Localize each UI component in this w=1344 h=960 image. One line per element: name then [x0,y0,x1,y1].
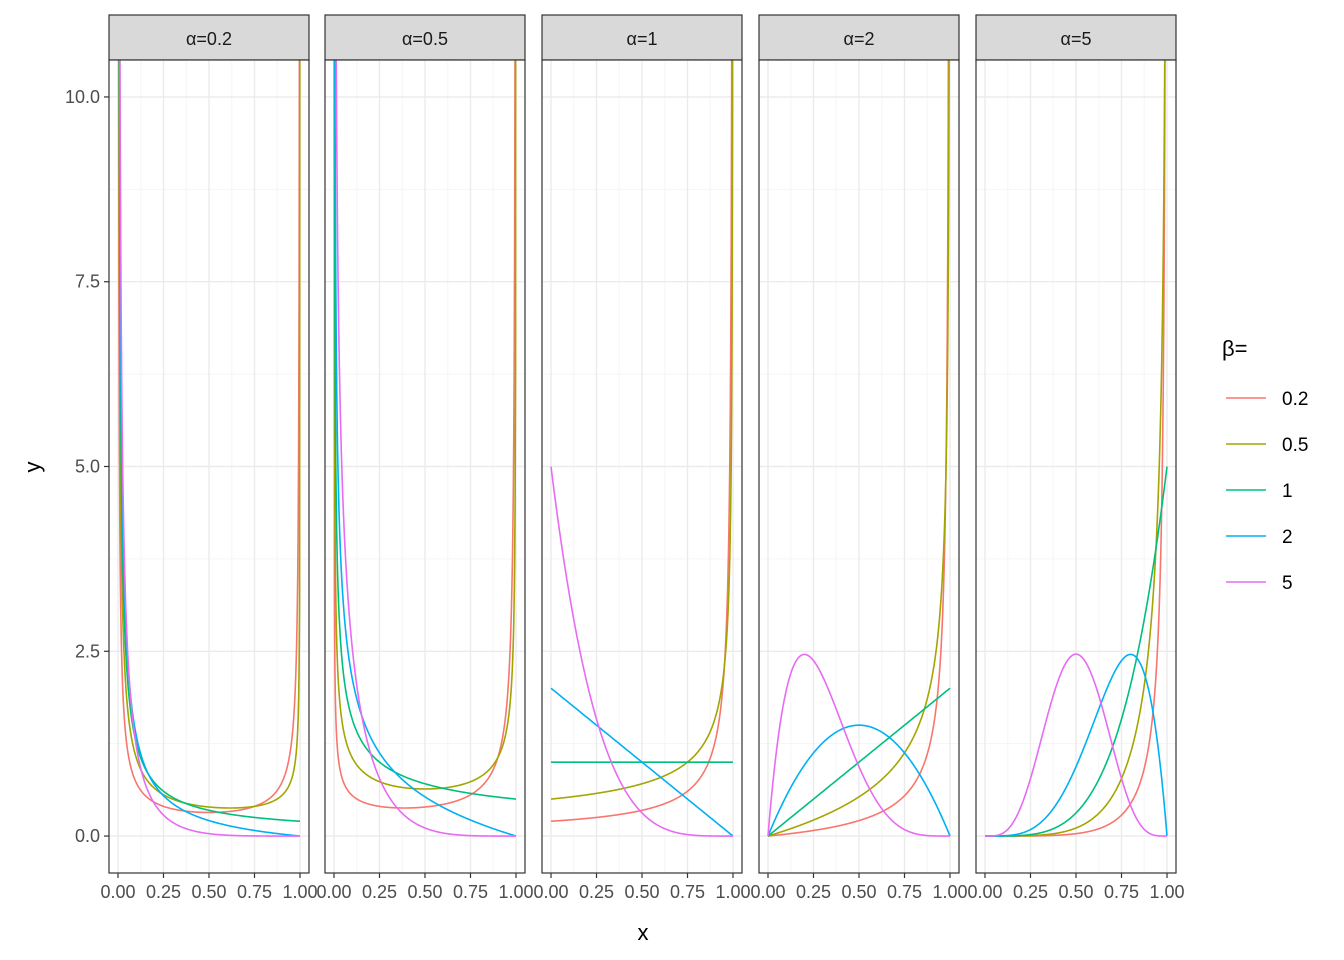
x-tick-label: 0.50 [407,882,442,902]
facet-panel: α=2 0.00 0.25 0.50 0.75 1.00 [750,14,968,902]
facet-panels: α=0.2 0.00 0.25 0.50 0.75 1.00 0.0 2.5 5.0 7.5 10.… [65,14,1185,902]
facet-strip-label: α=5 [1061,29,1092,49]
x-tick-label: 1.00 [715,882,750,902]
x-tick-label: 0.75 [670,882,705,902]
x-tick-label: 0.25 [1013,882,1048,902]
series-line-beta-0.5 [550,60,734,800]
series-line-beta-2 [334,60,517,837]
series-line-beta-0.2 [333,60,516,809]
facet-panel: α=5 0.00 0.25 0.50 0.75 1.00 [967,14,1185,902]
legend-keys: 0.2 0.5 1 2 5 [1226,389,1308,594]
series-line-beta-5 [335,60,516,837]
series-line-beta-0.2 [117,60,301,814]
x-tick-label: 0.75 [1104,882,1139,902]
x-tick-label: 0.00 [316,882,351,902]
facet-strip [975,14,1177,61]
series-line-beta-2 [985,653,1168,837]
x-tick-label: 0.00 [533,882,568,902]
legend-item-label: 2 [1282,527,1293,548]
legend-item-label: 0.5 [1282,435,1308,456]
legend: β= 0.2 0.5 1 2 5 [1222,336,1308,594]
legend-item-label: 1 [1282,481,1293,502]
x-tick-label: 0.00 [967,882,1002,902]
series-line-beta-5 [119,60,300,837]
series-line-beta-0.2 [550,60,733,823]
y-tick-label: 10.0 [65,87,100,107]
x-tick-label: 0.50 [1058,882,1093,902]
y-tick-label: 7.5 [75,272,100,292]
x-tick-label: 0.00 [750,882,785,902]
legend-item: 0.5 [1226,435,1308,456]
series-line-beta-2 [118,60,301,837]
series-line-beta-5 [550,466,733,837]
series-line-beta-2 [767,724,951,837]
facet-strip-label: α=1 [627,29,658,49]
x-tick-label: 0.25 [146,882,181,902]
facet-strip-label: α=0.5 [402,29,448,49]
x-tick-label: 0.75 [237,882,272,902]
series-line-beta-0.5 [333,60,517,790]
facet-strip-label: α=0.2 [186,29,232,49]
x-tick-label: 0.25 [796,882,831,902]
legend-title: β= [1222,336,1248,361]
legend-item-label: 5 [1282,573,1293,594]
y-tick-label: 0.0 [75,826,100,846]
facet-panel: α=0.5 0.00 0.25 0.50 0.75 1.00 [316,14,534,902]
facet-panel: α=0.2 0.00 0.25 0.50 0.75 1.00 0.0 2.5 5.0 7.5 10.… [65,14,318,902]
x-tick-label: 0.00 [100,882,135,902]
x-tick-label: 0.50 [841,882,876,902]
facet-panel: α=1 0.00 0.25 0.50 0.75 1.00 [533,14,751,902]
x-tick-label: 0.25 [362,882,397,902]
x-tick-label: 1.00 [1149,882,1184,902]
series-lines [550,60,734,837]
series-line-beta-0.5 [767,60,950,837]
legend-item: 5 [1226,573,1293,594]
series-line-beta-1 [333,60,517,800]
legend-item: 1 [1226,481,1293,502]
x-tick-label: 1.00 [498,882,533,902]
series-line-beta-0.5 [118,60,301,809]
y-tick-label: 2.5 [75,641,100,661]
series-line-beta-5 [767,653,950,837]
x-tick-label: 0.75 [887,882,922,902]
facet-strip [541,14,743,61]
y-tick-label: 5.0 [75,457,100,477]
legend-item: 0.2 [1226,389,1308,410]
facet-strip [108,14,310,61]
series-line-beta-2 [550,687,734,837]
x-axis-title: x [638,920,649,945]
y-axis-title: y [20,462,45,473]
x-tick-label: 0.50 [191,882,226,902]
facet-strip-label: α=2 [844,29,875,49]
x-tick-label: 0.50 [624,882,659,902]
x-tick-label: 1.00 [932,882,967,902]
x-tick-label: 0.75 [453,882,488,902]
x-tick-label: 0.25 [579,882,614,902]
series-lines [767,60,951,837]
series-line-beta-1 [767,687,951,837]
series-lines [985,60,1168,837]
series-line-beta-5 [985,653,1167,837]
x-tick-label: 1.00 [282,882,317,902]
series-lines [117,60,301,837]
legend-item: 2 [1226,527,1293,548]
series-lines [333,60,517,837]
legend-item-label: 0.2 [1282,389,1308,410]
